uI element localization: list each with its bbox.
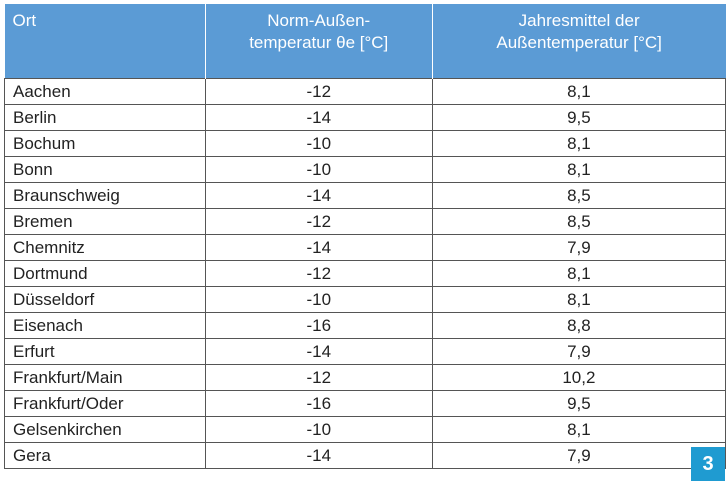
table-cell: -14: [204, 182, 433, 209]
table-cell: -10: [204, 156, 433, 183]
table-cell: Eisenach: [4, 312, 206, 339]
table-row: Eisenach -16 8,8: [4, 312, 727, 339]
table-row: Düsseldorf -10 8,1: [4, 286, 727, 313]
table-cell: Düsseldorf: [4, 286, 206, 313]
table-cell: Dortmund: [4, 260, 206, 287]
table-body: Aachen -12 8,1 Berlin -14 9,5 Bochum -10 8,1 Bonn…: [4, 78, 727, 469]
table-cell: 7,9: [431, 234, 727, 261]
table-cell: Aachen: [4, 78, 206, 105]
table-cell: 9,5: [431, 390, 727, 417]
table-row: Frankfurt/Main -12 10,2: [4, 364, 727, 391]
table-cell: -14: [204, 338, 433, 365]
table-row: Bremen -12 8,5: [4, 208, 727, 235]
table-cell: -12: [204, 78, 433, 105]
header-line: Ort: [12, 11, 37, 30]
header-row: Ort Norm-Außen-temperatur θe [°C] Jahresmi…: [4, 4, 726, 79]
header-line: temperatur θe [°C]: [249, 33, 389, 52]
table-cell: 7,9: [431, 442, 727, 469]
table-row: Chemnitz -14 7,9: [4, 234, 727, 261]
table-cell: Bremen: [4, 208, 206, 235]
table-cell: 8,5: [431, 182, 727, 209]
figure-badge: 3: [691, 447, 725, 481]
table-cell: Braunschweig: [4, 182, 206, 209]
table-row: Bochum -10 8,1: [4, 130, 727, 157]
header-cell: Norm-Außen-temperatur θe [°C]: [204, 4, 433, 79]
table-cell: 8,1: [431, 260, 727, 287]
data-table: Ort Norm-Außen-temperatur θe [°C] Jahresmi…: [4, 4, 727, 469]
table-cell: 8,5: [431, 208, 727, 235]
table-cell: 7,9: [431, 338, 727, 365]
table-cell: Gelsenkirchen: [4, 416, 206, 443]
table-row: Gelsenkirchen -10 8,1: [4, 416, 727, 443]
header-line: Außentemperatur [°C]: [496, 33, 662, 52]
table-cell: Bochum: [4, 130, 206, 157]
table-row: Erfurt -14 7,9: [4, 338, 727, 365]
table-cell: 8,1: [431, 286, 727, 313]
table-cell: -12: [204, 364, 433, 391]
table-cell: -10: [204, 416, 433, 443]
table-cell: Gera: [4, 442, 206, 469]
table-cell: -12: [204, 260, 433, 287]
table-cell: -14: [204, 234, 433, 261]
table-cell: -16: [204, 312, 433, 339]
header-line: Jahresmittel der: [518, 11, 640, 30]
table-cell: 9,5: [431, 104, 727, 131]
table-cell: 8,1: [431, 130, 727, 157]
table-cell: Chemnitz: [4, 234, 206, 261]
table-row: Dortmund -12 8,1: [4, 260, 727, 287]
table-row: Frankfurt/Oder -16 9,5: [4, 390, 727, 417]
table-cell: -12: [204, 208, 433, 235]
header-cell: Ort: [4, 4, 206, 79]
header-cell: Jahresmittel der Außentemperatur [°C]: [431, 4, 726, 79]
table-cell: 8,1: [431, 416, 727, 443]
table-cell: Frankfurt/Oder: [4, 390, 206, 417]
table-cell: -16: [204, 390, 433, 417]
table-row: Gera -14 7,9: [4, 442, 727, 469]
header-line: Norm-Außen-: [267, 11, 371, 30]
table-cell: Berlin: [4, 104, 206, 131]
table-cell: -14: [204, 104, 433, 131]
table-cell: 8,1: [431, 78, 727, 105]
table-row: Bonn -10 8,1: [4, 156, 727, 183]
table-row: Aachen -12 8,1: [4, 78, 727, 105]
table-cell: -10: [204, 286, 433, 313]
table-cell: -10: [204, 130, 433, 157]
table-cell: Frankfurt/Main: [4, 364, 206, 391]
table-row: Braunschweig -14 8,5: [4, 182, 727, 209]
table-row: Berlin -14 9,5: [4, 104, 727, 131]
table-cell: Bonn: [4, 156, 206, 183]
table-cell: -14: [204, 442, 433, 469]
table-cell: 8,1: [431, 156, 727, 183]
table-cell: Erfurt: [4, 338, 206, 365]
table-cell: 10,2: [431, 364, 727, 391]
table-cell: 8,8: [431, 312, 727, 339]
